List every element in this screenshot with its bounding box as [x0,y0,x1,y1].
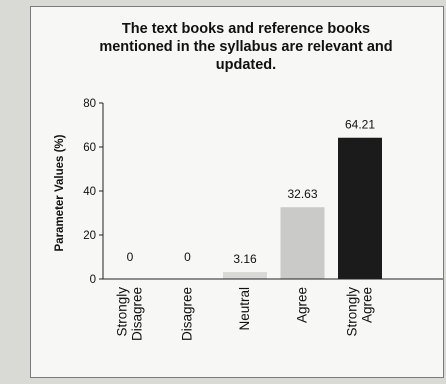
x-tick-label: Strongly [345,287,360,337]
y-axis-label: Parameter Values (%) [54,134,66,251]
bar [338,137,382,279]
value-label: 32.63 [287,187,317,201]
x-axis-labels: Strongly Disagree Disagree Neutral Agree Stro… [115,287,375,341]
chart-title-line-3: updated. [216,57,276,73]
value-label: 0 [127,250,134,264]
value-label: 0 [184,250,191,264]
y-tick-label: 80 [83,98,96,110]
value-labels: 0 0 3.16 32.63 64.21 [127,118,376,266]
x-tick-label: Strongly [115,287,130,337]
y-tick-label: 0 [90,274,96,286]
x-tick-label: Disagree [180,287,195,341]
bar [223,272,267,279]
y-axis: 0 20 40 60 80 [83,98,104,286]
value-label: 64.21 [345,118,375,132]
bar-chart: The text books and reference books menti… [54,21,443,341]
bars [223,137,382,279]
x-tick-label: Agree [295,287,310,323]
chart-frame: The text books and reference books menti… [30,6,444,378]
value-label: 3.16 [233,252,257,266]
y-tick-label: 60 [83,142,96,154]
y-tick-label: 40 [83,186,96,198]
chart-title: The text books and reference books menti… [99,21,392,73]
x-tick-label: Neutral [237,287,252,331]
bar [280,207,325,279]
y-tick-label: 20 [83,230,96,242]
chart-title-line-1: The text books and reference books [122,21,370,37]
chart-title-line-2: mentioned in the syllabus are relevant a… [99,39,392,55]
x-tick-label: Disagree [130,287,145,341]
x-tick-label: Agree [360,287,375,323]
